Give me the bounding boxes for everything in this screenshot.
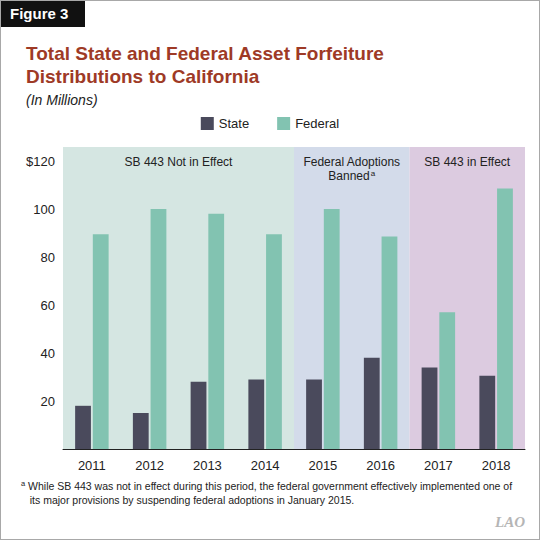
svg-text:Federal: Federal <box>295 116 339 131</box>
svg-text:20: 20 <box>41 394 55 409</box>
svg-text:40: 40 <box>41 346 55 361</box>
svg-text:a: a <box>371 169 376 178</box>
svg-text:Distributions to California: Distributions to California <box>26 66 260 87</box>
svg-text:2014: 2014 <box>251 458 280 473</box>
svg-text:2013: 2013 <box>193 458 222 473</box>
svg-text:SB 443 Not in Effect: SB 443 Not in Effect <box>125 155 234 169</box>
svg-text:$120: $120 <box>26 154 55 169</box>
svg-text:2016: 2016 <box>366 458 395 473</box>
svg-text:2012: 2012 <box>135 458 164 473</box>
svg-text:SB 443 in Effect: SB 443 in Effect <box>424 155 511 169</box>
svg-text:2018: 2018 <box>482 458 511 473</box>
svg-text:a: a <box>21 478 26 488</box>
svg-text:100: 100 <box>33 202 55 217</box>
svg-text:Federal Adoptions: Federal Adoptions <box>303 155 400 169</box>
svg-text:80: 80 <box>41 250 55 265</box>
svg-text:60: 60 <box>41 298 55 313</box>
svg-text:2015: 2015 <box>308 458 337 473</box>
svg-text:Total State and Federal Asset: Total State and Federal Asset Forfeiture <box>26 43 384 64</box>
svg-text:State: State <box>219 116 249 131</box>
svg-text:While SB 443 was not in effect: While SB 443 was not in effect during th… <box>25 480 512 492</box>
svg-text:Figure 3: Figure 3 <box>10 5 68 22</box>
svg-text:(In Millions): (In Millions) <box>26 92 98 108</box>
svg-text:2011: 2011 <box>78 458 106 473</box>
svg-text:its major provisions by suspen: its major provisions by suspending feder… <box>21 494 354 506</box>
svg-text:LAO: LAO <box>494 514 525 530</box>
svg-text:2017: 2017 <box>424 458 453 473</box>
svg-text:Banned: Banned <box>328 169 369 183</box>
